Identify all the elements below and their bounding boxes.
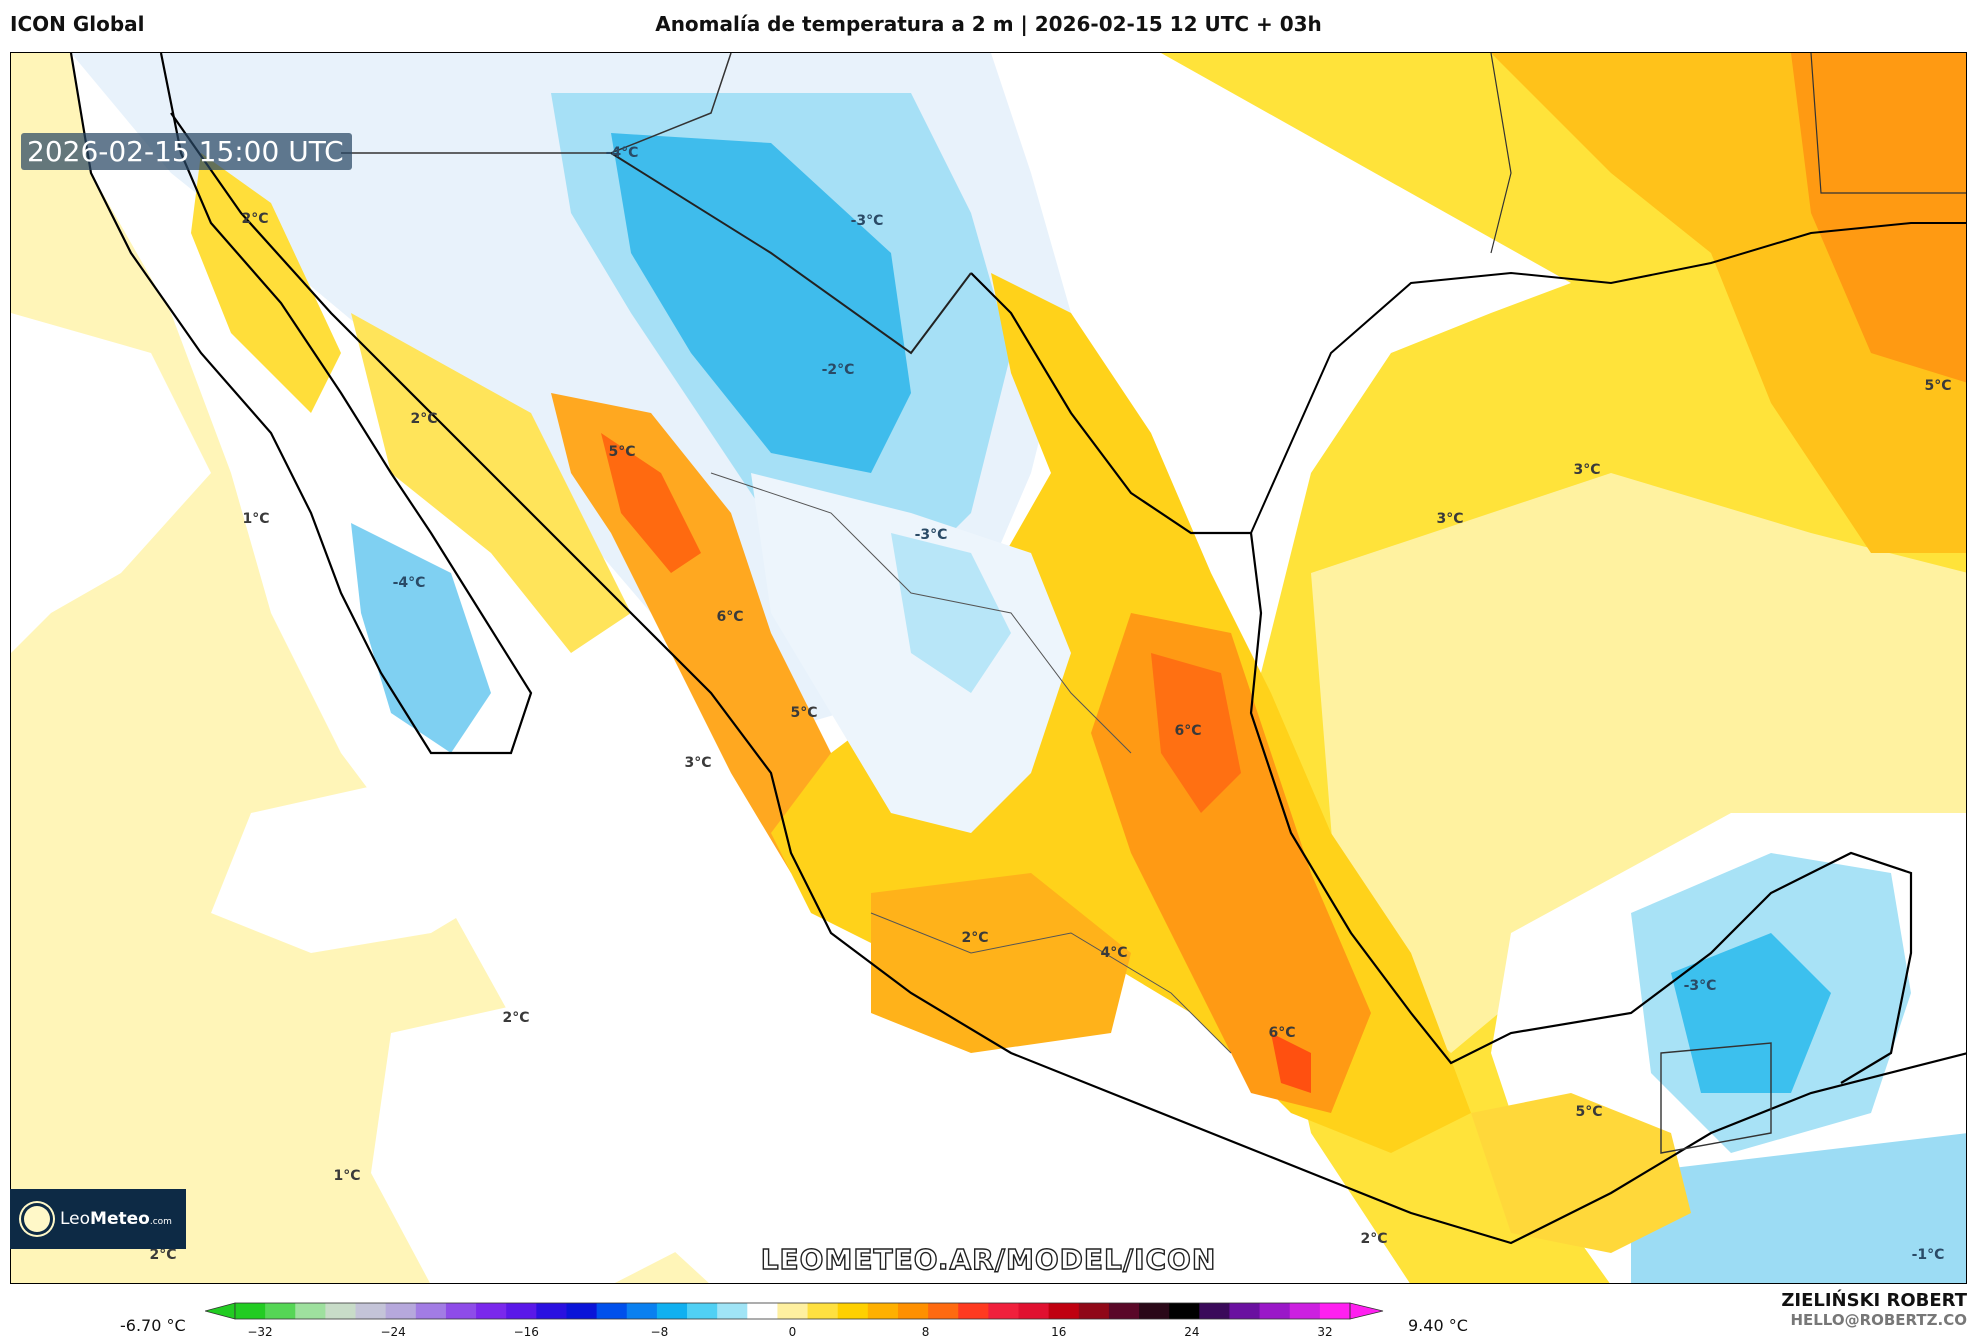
contour-label: -1°C xyxy=(1911,1247,1945,1263)
contour-label: 1°C xyxy=(242,511,270,527)
contour-label: 5°C xyxy=(790,705,818,721)
map-title: Anomalía de temperatura a 2 m | 2026-02-… xyxy=(655,12,1322,36)
temperature-anomaly-map: 2026-02-15 15:00 UTC 2°C -4°C -3°C -2°C 2°C 5… xyxy=(10,52,1967,1284)
colorbar-tick-label: 8 xyxy=(921,1325,930,1339)
contour-label: 1°C xyxy=(333,1168,361,1184)
contour-label: 3°C xyxy=(1573,462,1601,478)
colorbar-tick-label: 32 xyxy=(1317,1325,1333,1339)
contour-label: -4°C xyxy=(605,145,639,161)
contour-label: -3°C xyxy=(850,213,884,229)
contour-label: -3°C xyxy=(914,527,948,543)
colorbar-tick-label: −32 xyxy=(247,1325,273,1339)
contour-label: -4°C xyxy=(392,575,426,591)
contour-label: -2°C xyxy=(821,362,855,378)
colorbar-min-value: -6.70 °C xyxy=(120,1316,186,1335)
colorbar-tick-label: −24 xyxy=(380,1325,406,1339)
contour-label: 5°C xyxy=(1924,378,1952,394)
contour-label: 5°C xyxy=(1575,1104,1603,1120)
colorbar-tick-label: −16 xyxy=(513,1325,539,1339)
author-email[interactable]: HELLO@ROBERTZ.CO xyxy=(1790,1311,1967,1329)
colorbar-tick-label: 16 xyxy=(1051,1325,1067,1339)
contour-label: 2°C xyxy=(1360,1231,1388,1247)
contour-label: 5°C xyxy=(608,444,636,460)
valid-time-badge: 2026-02-15 15:00 UTC xyxy=(21,133,352,170)
colorbar-tick-label: 0 xyxy=(788,1325,797,1339)
map-fill-layer xyxy=(11,53,1966,1283)
author-credit: ZIELIŃSKI ROBERT HELLO@ROBERTZ.CO xyxy=(1781,1290,1967,1329)
contour-label: 4°C xyxy=(1100,945,1128,961)
logo-text: LeoMeteo.com xyxy=(60,1209,172,1229)
contour-label: 2°C xyxy=(502,1010,530,1026)
contour-label: -3°C xyxy=(1683,978,1717,994)
contour-label: 6°C xyxy=(1268,1025,1296,1041)
temperature-colorbar xyxy=(205,1302,1384,1320)
contour-label: 3°C xyxy=(684,755,712,771)
contour-label: 2°C xyxy=(961,930,989,946)
leometeo-logo[interactable]: LeoMeteo.com xyxy=(10,1189,186,1249)
contour-label: 2°C xyxy=(410,411,438,427)
contour-label: 3°C xyxy=(1436,511,1464,527)
contour-label: 6°C xyxy=(716,609,744,625)
sun-icon xyxy=(24,1206,50,1232)
colorbar-tick-label: −8 xyxy=(650,1325,669,1339)
colorbar-max-value: 9.40 °C xyxy=(1408,1316,1468,1335)
author-name: ZIELIŃSKI ROBERT xyxy=(1781,1290,1967,1311)
source-url-watermark: LEOMETEO.AR/MODEL/ICON xyxy=(760,1242,1217,1276)
colorbar-ticks: −32 −24 −16 −8 0 8 16 24 32 xyxy=(0,1325,1977,1339)
model-name: ICON Global xyxy=(10,12,145,36)
colorbar-tick-label: 24 xyxy=(1184,1325,1200,1339)
contour-label: 2°C xyxy=(149,1247,177,1263)
contour-label: 6°C xyxy=(1174,723,1202,739)
contour-label: 2°C xyxy=(241,211,269,227)
